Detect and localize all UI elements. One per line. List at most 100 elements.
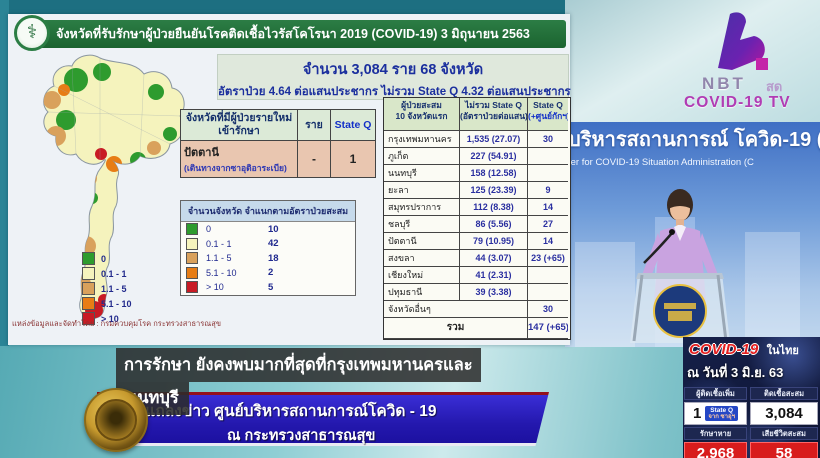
province-no-sq: 44 (3.07) — [460, 250, 528, 267]
province-name: เชียงใหม่ — [384, 267, 460, 284]
province-no-sq: 39 (3.38) — [460, 284, 528, 301]
map-legend-row: 0 — [82, 251, 178, 266]
province-name: นนทบุรี — [384, 165, 460, 182]
other-provinces-sq: 30 — [528, 301, 568, 318]
province-sq — [528, 148, 568, 165]
deaths-label: เสียชีวิตสะสม — [750, 427, 818, 440]
legend-swatch — [82, 252, 95, 265]
stats-title-suffix: ในไทย — [766, 345, 799, 357]
cell-province: ปัตตานี (เดินทางจากซาอุดิอาระเบีย) — [181, 141, 298, 178]
studio-upper-wall — [565, 0, 820, 125]
new-patients-table: จังหวัดที่มีผู้ป่วยรายใหม่ เข้ารักษา ราย… — [180, 109, 376, 179]
header-stateq: State Q — [331, 110, 375, 142]
distribution-title: จำนวนจังหวัด จำแนกตามอัตราป่วยสะสม — [181, 201, 355, 222]
city-skyline-shape — [575, 242, 635, 347]
legend-swatch — [82, 267, 95, 280]
province-name: สงขลา — [384, 250, 460, 267]
legend-swatch — [186, 237, 198, 250]
top-background-strip — [0, 0, 575, 14]
distribution-row: > 10 5 — [181, 280, 355, 295]
province-name: ภูเก็ต — [384, 148, 460, 165]
nbt-logo-icon — [718, 12, 768, 71]
province-name: ปัตตานี — [384, 233, 460, 250]
rate-distribution-table: จำนวนจังหวัด จำแนกตามอัตราป่วยสะสม 0 10 … — [180, 200, 356, 296]
stats-date: ณ วันที่ 3 มิ.ย. 63 — [687, 365, 784, 380]
map-legend-row: 0.1 - 1 — [82, 266, 178, 281]
stats-title-row: COVID-19 ในไทย — [689, 341, 820, 359]
ministry-seal-icon — [84, 388, 148, 452]
province-name: กรุงเทพมหานคร — [384, 131, 460, 148]
legend-swatch — [186, 223, 198, 236]
province-sq: 14 — [528, 233, 568, 250]
backdrop-english-text: ter for COVID-19 Situation Administratio… — [568, 157, 754, 168]
cell-cases: - — [298, 141, 331, 178]
provinces-header-col1: ผู้ป่วยสะสม 10 จังหวัดแรก — [384, 98, 460, 131]
province-sq: 30 — [528, 131, 568, 148]
provinces-header-col3: State Q (+ศูนย์กักฯ) — [528, 98, 568, 131]
province-sq: 23 (+65) — [528, 250, 568, 267]
summary-total: จำนวน 3,084 ราย 68 จังหวัด — [302, 62, 484, 78]
province-name: สมุทรปราการ — [384, 199, 460, 216]
province-no-sq: 1,535 (27.07) — [460, 131, 528, 148]
ticker-line1: การรักษา ยังคงพบมากที่สุดที่กรุงเทพมหานค… — [116, 348, 481, 382]
province-sq — [528, 165, 568, 182]
deaths-value-box: 58 — [750, 442, 818, 458]
province-name: ชลบุรี — [384, 216, 460, 233]
other-provinces-label: จังหวัดอื่นๆ — [384, 301, 528, 318]
city-skyline-shape — [745, 232, 800, 347]
legend-swatch — [82, 312, 95, 325]
province-sq — [528, 284, 568, 301]
nbt-wordmark: NBT — [702, 74, 746, 93]
left-background-strip — [0, 0, 9, 346]
stats-grid: ผู้ติดเชื้อเพิ่ม ติดเชื้อสะสม 1 State Q … — [684, 387, 820, 458]
panel-title-bar: จังหวัดที่รับรักษาผู้ป่วยยืนยันโรคติดเชื… — [20, 20, 566, 48]
header-cases: ราย — [298, 110, 331, 142]
new-cases-value-box: 1 State Q จาก ซาอุฯ — [684, 402, 747, 425]
map-legend: 0 0.1 - 1 1.1 - 5 5.1 - 10 > 10 — [82, 251, 178, 326]
province-sq — [528, 267, 568, 284]
ministry-seal-inner — [95, 399, 137, 441]
province-sq: 9 — [528, 182, 568, 199]
cumulative-label: ติดเชื้อสะสม — [750, 387, 818, 400]
legend-swatch — [186, 252, 198, 265]
recovered-label: รักษาหาย — [684, 427, 747, 440]
summary-box: จำนวน 3,084 ราย 68 จังหวัด อัตราป่วย 4.6… — [217, 54, 571, 100]
covid-tv-label: COVID-19 TV — [684, 94, 791, 111]
province-no-sq: 158 (12.58) — [460, 165, 528, 182]
stats-title: COVID-19 — [689, 341, 759, 358]
province-no-sq: 112 (8.38) — [460, 199, 528, 216]
distribution-row: 5.1 - 10 2 — [181, 266, 355, 281]
recovered-value-box: 2,968 — [684, 442, 747, 458]
province-no-sq: 79 (10.95) — [460, 233, 528, 250]
total-sq: 147 (+65) — [528, 318, 568, 339]
legend-swatch — [82, 297, 95, 310]
legend-swatch — [186, 266, 198, 279]
infographic-panel: จังหวัดที่รับรักษาผู้ป่วยยืนยันโรคติดเชื… — [8, 14, 571, 345]
province-no-sq: 227 (54.91) — [460, 148, 528, 165]
province-sq: 14 — [528, 199, 568, 216]
header-province: จังหวัดที่มีผู้ป่วยรายใหม่ เข้ารักษา — [181, 110, 298, 142]
legend-swatch — [82, 282, 95, 295]
map-legend-row: 1.1 - 5 — [82, 281, 178, 296]
distribution-row: 0 10 — [181, 222, 355, 237]
province-no-sq: 41 (2.31) — [460, 267, 528, 284]
province-name: ปทุมธานี — [384, 284, 460, 301]
thailand-choropleth-map: 0 0.1 - 1 1.1 - 5 5.1 - 10 > 10 — [4, 48, 220, 330]
cell-stateq: 1 — [349, 152, 357, 167]
backdrop-thai-text: บริหารสถานการณ์ โควิด-19 ( — [568, 129, 820, 151]
province-sq: 27 — [528, 216, 568, 233]
provinces-header-col2: ไม่รวม State Q (อัตราป่วยต่อแสน) — [460, 98, 528, 131]
press-banner: การแถลงข่าว ศูนย์บริหารสถานการณ์โควิด - … — [97, 392, 549, 446]
distribution-row: 0.1 - 1 42 — [181, 237, 355, 252]
presenter-at-podium — [630, 189, 730, 343]
province-no-sq: 86 (5.56) — [460, 216, 528, 233]
map-legend-row: 5.1 - 10 — [82, 296, 178, 311]
nbt-logo-block: NBT สด COVID-19 TV — [680, 6, 820, 114]
stateq-badge: State Q จาก ซาอุฯ — [705, 405, 738, 422]
summary-rate: อัตราป่วย 4.64 ต่อแสนประชากร ไม่รวม Stat… — [218, 86, 571, 98]
province-no-sq: 125 (23.39) — [460, 182, 528, 199]
total-label: รวม — [384, 318, 528, 339]
new-patients-header-row: จังหวัดที่มีผู้ป่วยรายใหม่ เข้ารักษา ราย… — [181, 110, 375, 142]
top-provinces-table: ผู้ป่วยสะสม 10 จังหวัดแรก ไม่รวม State Q… — [383, 97, 571, 340]
press-banner-line2: ณ กระทรวงสาธารณสุข — [227, 428, 376, 444]
